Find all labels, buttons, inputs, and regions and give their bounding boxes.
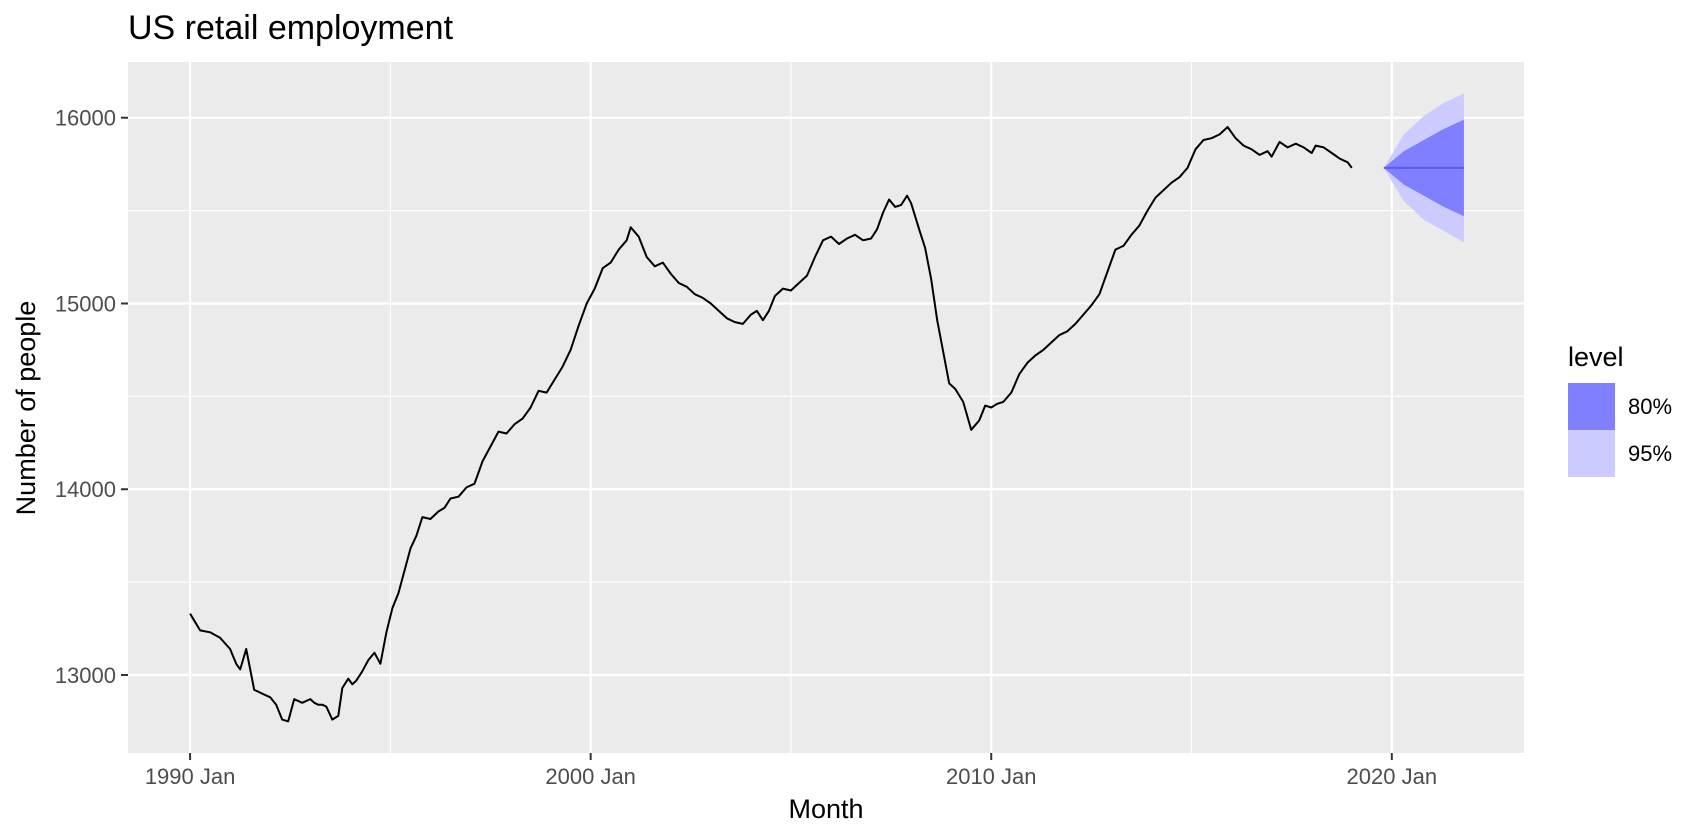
legend-swatch-95 — [1568, 430, 1615, 477]
axis-ticks: 1990 Jan 2000 Jan 2010 Jan 2020 Jan 13000 140… — [55, 106, 1437, 789]
series-lines — [189, 126, 1464, 723]
legend-title: level — [1568, 342, 1624, 372]
y-tick-label-2: 15000 — [55, 291, 116, 316]
y-tick-label-3: 16000 — [55, 106, 116, 131]
series-line-0 — [189, 126, 1353, 723]
plot-panel — [128, 62, 1524, 753]
legend-label-80: 80% — [1628, 394, 1672, 419]
legend-label-95: 95% — [1628, 441, 1672, 466]
x-tick-label-0: 1990 Jan — [145, 764, 236, 789]
x-tick-label-1: 2000 Jan — [545, 764, 636, 789]
legend: level 80% 95% — [1568, 342, 1672, 477]
x-tick-label-3: 2020 Jan — [1347, 764, 1438, 789]
y-tick-label-0: 13000 — [55, 663, 116, 688]
x-tick-label-2: 2010 Jan — [946, 764, 1037, 789]
y-axis-title: Number of people — [11, 301, 41, 516]
legend-swatch-80 — [1568, 383, 1615, 430]
chart-title: US retail employment — [128, 9, 454, 47]
legend-items: 80% 95% — [1568, 383, 1672, 477]
x-axis-title: Month — [788, 794, 863, 824]
y-tick-label-1: 14000 — [55, 477, 116, 502]
